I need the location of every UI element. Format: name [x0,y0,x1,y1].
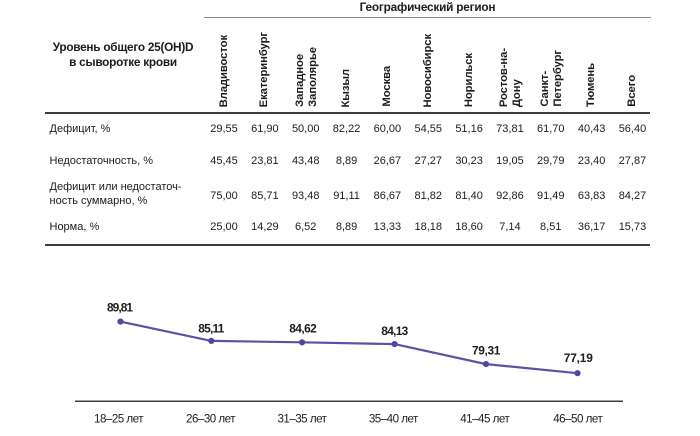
svg-text:35–40 лет: 35–40 лет [369,412,419,425]
svg-text:84,13: 84,13 [381,324,408,338]
svg-text:26–30 лет: 26–30 лет [186,412,236,425]
svg-text:89,81: 89,81 [107,300,133,314]
svg-text:84,62: 84,62 [289,322,317,336]
svg-text:79,31: 79,31 [472,344,501,358]
svg-text:18–25 лет: 18–25 лет [94,412,144,425]
svg-text:85,11: 85,11 [198,322,225,336]
svg-text:46–50 лет: 46–50 лет [553,412,603,425]
svg-text:41–45 лет: 41–45 лет [460,412,510,425]
svg-text:77,19: 77,19 [564,351,593,365]
svg-text:31–35 лет: 31–35 лет [277,412,327,425]
